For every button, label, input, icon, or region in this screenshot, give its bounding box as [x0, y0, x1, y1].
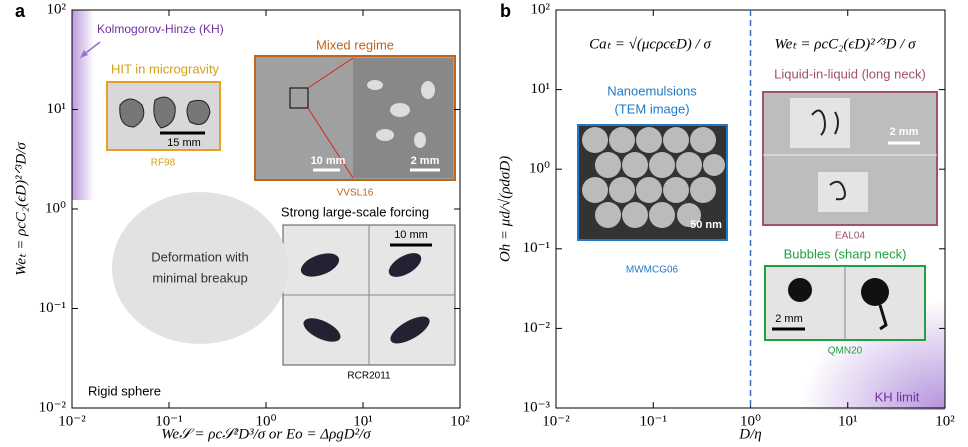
x-tick-label: 10¹ [838, 413, 858, 429]
y-tick-label: 10⁻¹ [523, 240, 550, 256]
annotation: QMN20 [828, 346, 863, 357]
y-tick-label: 10² [47, 1, 67, 17]
annotation: EAL04 [835, 231, 865, 242]
y-axis-label: Weₜ = ρcC₂(ϵD)²ᐟ³D/σ [13, 142, 29, 276]
annotation: (TEM image) [614, 101, 689, 116]
y-tick-label: 10⁻¹ [39, 300, 66, 316]
x-tick-label: 10² [450, 413, 470, 429]
annotation: Bubbles (sharp neck) [784, 246, 907, 261]
bubble [861, 278, 889, 306]
annotation: RF98 [151, 158, 176, 169]
annotation: Weₜ = ρcC₂(ϵD)²ᐟ³D / σ [774, 36, 916, 52]
x-tick-label: 10² [935, 413, 955, 429]
annotation: 2 mm [890, 126, 919, 138]
y-tick-label: 10⁻² [523, 320, 551, 336]
drop [120, 97, 210, 128]
annotation: Mixed regime [316, 37, 394, 52]
kh-band [72, 10, 94, 200]
annotation: Rigid sphere [88, 383, 161, 398]
annotation: Kolmogorov-Hinze (KH) [97, 22, 224, 36]
inset-zoom [790, 98, 850, 148]
bubble [788, 278, 812, 302]
annotation: 2 mm [775, 313, 803, 325]
y-tick-label: 10² [531, 1, 551, 17]
annotation: Caₜ = √(μcρcϵD) / σ [589, 36, 711, 52]
y-tick-label: 10⁻³ [523, 399, 551, 415]
x-tick-label: 10⁻¹ [640, 413, 667, 429]
annotation: 50 nm [690, 219, 722, 231]
annotation: KH limit [875, 389, 920, 404]
x-axis-label: We𝒮 = ρc𝒮²D³/σ or Eo = ΔρgD²/σ [161, 426, 371, 442]
annotation: 15 mm [167, 137, 201, 149]
y-tick-label: 10⁻² [39, 399, 67, 415]
x-tick-label: 10⁻² [58, 413, 86, 429]
annotation: Liquid-in-liquid (long neck) [774, 66, 926, 81]
annotation: 2 mm [411, 155, 440, 167]
annotation: RCR2011 [347, 371, 391, 382]
panel-label: b [500, 1, 511, 21]
y-tick-label: 10¹ [47, 101, 67, 117]
annotation: 10 mm [311, 155, 346, 167]
annotation: Nanoemulsions [607, 83, 697, 98]
y-tick-label: 10⁰ [529, 161, 550, 177]
x-axis-label: D/η [738, 426, 761, 442]
inset-zoom [818, 172, 868, 212]
annotation: 10 mm [394, 229, 428, 241]
annotation: MWMCG06 [626, 265, 679, 276]
y-tick-label: 10¹ [531, 81, 551, 97]
panel-label: a [15, 1, 26, 21]
annotation: HIT in microgravity [111, 61, 220, 76]
x-tick-label: 10⁻² [542, 413, 570, 429]
annotation: Strong large-scale forcing [281, 204, 429, 219]
region [112, 192, 288, 344]
annotation: minimal breakup [152, 270, 247, 285]
y-tick-label: 10⁰ [45, 200, 66, 216]
annotation: Deformation with [151, 249, 249, 264]
figure: a Kolmogorov-Hinze (KH) HIT in micrograv… [0, 0, 968, 447]
annotation: VVSL16 [337, 188, 374, 199]
y-axis-label: Oh = μd/√(ρdσD) [497, 156, 513, 262]
